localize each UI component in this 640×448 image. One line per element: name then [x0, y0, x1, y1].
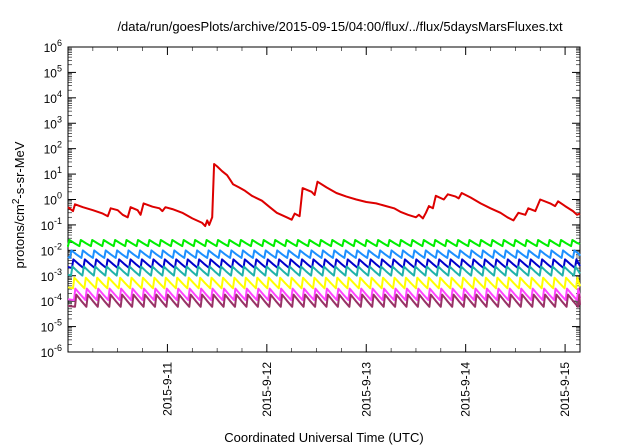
series-line-8: [67, 293, 581, 308]
series-line-6: [67, 276, 581, 290]
y-tick-label: 105: [44, 63, 62, 80]
series-line-2: [67, 239, 581, 248]
x-axis: 2015-9-11 2015-9-12 2015-9-13 2015-9-14 2015…: [92, 47, 572, 417]
y-tick-label: 102: [44, 140, 62, 157]
y-tick-label: 103: [44, 114, 62, 131]
y-tick-label: 106: [44, 38, 62, 55]
x-tick-label: 2015-9-14: [459, 362, 473, 417]
y-tick-label: 10-4: [41, 292, 62, 309]
series-line-5: [67, 265, 581, 277]
series-line-1: [67, 163, 581, 228]
series-line-4: [67, 258, 581, 269]
series-lines: [67, 163, 581, 308]
x-tick-label: 2015-9-13: [359, 362, 373, 417]
y-tick-label: 10-1: [41, 216, 62, 233]
plot-border: [67, 46, 581, 353]
y-tick-label: 101: [44, 165, 62, 182]
x-axis-label: Coordinated Universal Time (UTC): [224, 430, 423, 445]
x-tick-label: 2015-9-15: [558, 362, 572, 417]
y-axis: 10-6 10-5 10-4 10-3 10-2 10-1 100 101 102 103 104 1…: [41, 38, 580, 360]
series-line-3: [67, 249, 581, 259]
y-tick-label: 10-5: [41, 318, 62, 335]
plot-area: [67, 46, 581, 353]
y-axis-label: protons/cm2-s-sr-MeV: [11, 141, 27, 268]
x-tick-label: 2015-9-12: [260, 362, 274, 417]
y-tick-label: 10-3: [41, 267, 62, 284]
chart-title: /data/run/goesPlots/archive/2015-09-15/0…: [117, 19, 563, 34]
x-tick-label: 2015-9-11: [160, 362, 174, 416]
y-tick-label: 10-2: [41, 241, 62, 258]
y-tick-label: 10-6: [41, 343, 62, 360]
series-line-7: [67, 287, 581, 302]
y-tick-label: 104: [44, 89, 62, 106]
y-tick-label: 100: [44, 191, 62, 208]
